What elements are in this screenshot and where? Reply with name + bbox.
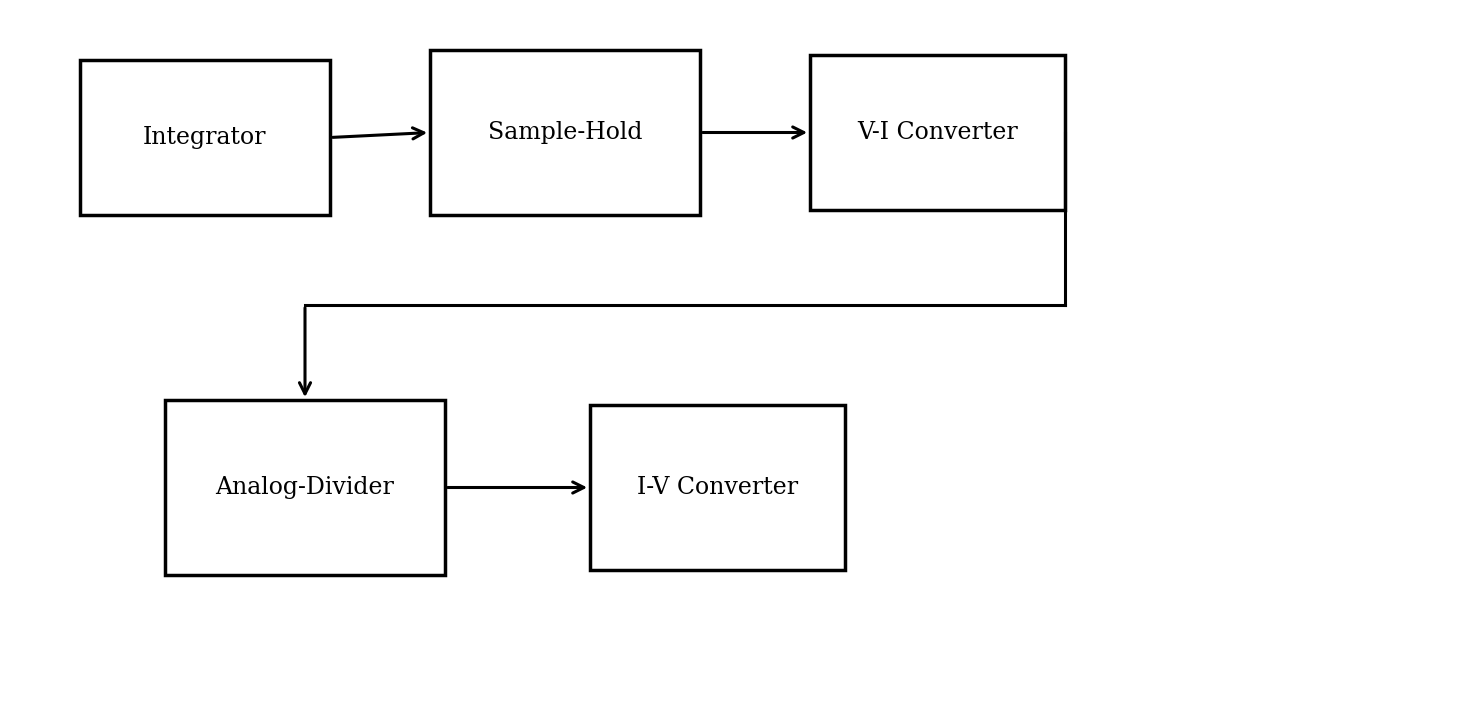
Bar bbox=[810, 55, 1064, 210]
Text: Analog-Divider: Analog-Divider bbox=[215, 476, 395, 499]
Bar bbox=[591, 405, 845, 570]
Bar bbox=[165, 400, 444, 575]
Text: Integrator: Integrator bbox=[143, 126, 266, 149]
Text: I-V Converter: I-V Converter bbox=[637, 476, 798, 499]
Bar bbox=[430, 50, 700, 215]
Text: V-I Converter: V-I Converter bbox=[857, 121, 1018, 144]
Text: Sample-Hold: Sample-Hold bbox=[488, 121, 642, 144]
Bar bbox=[80, 60, 330, 215]
